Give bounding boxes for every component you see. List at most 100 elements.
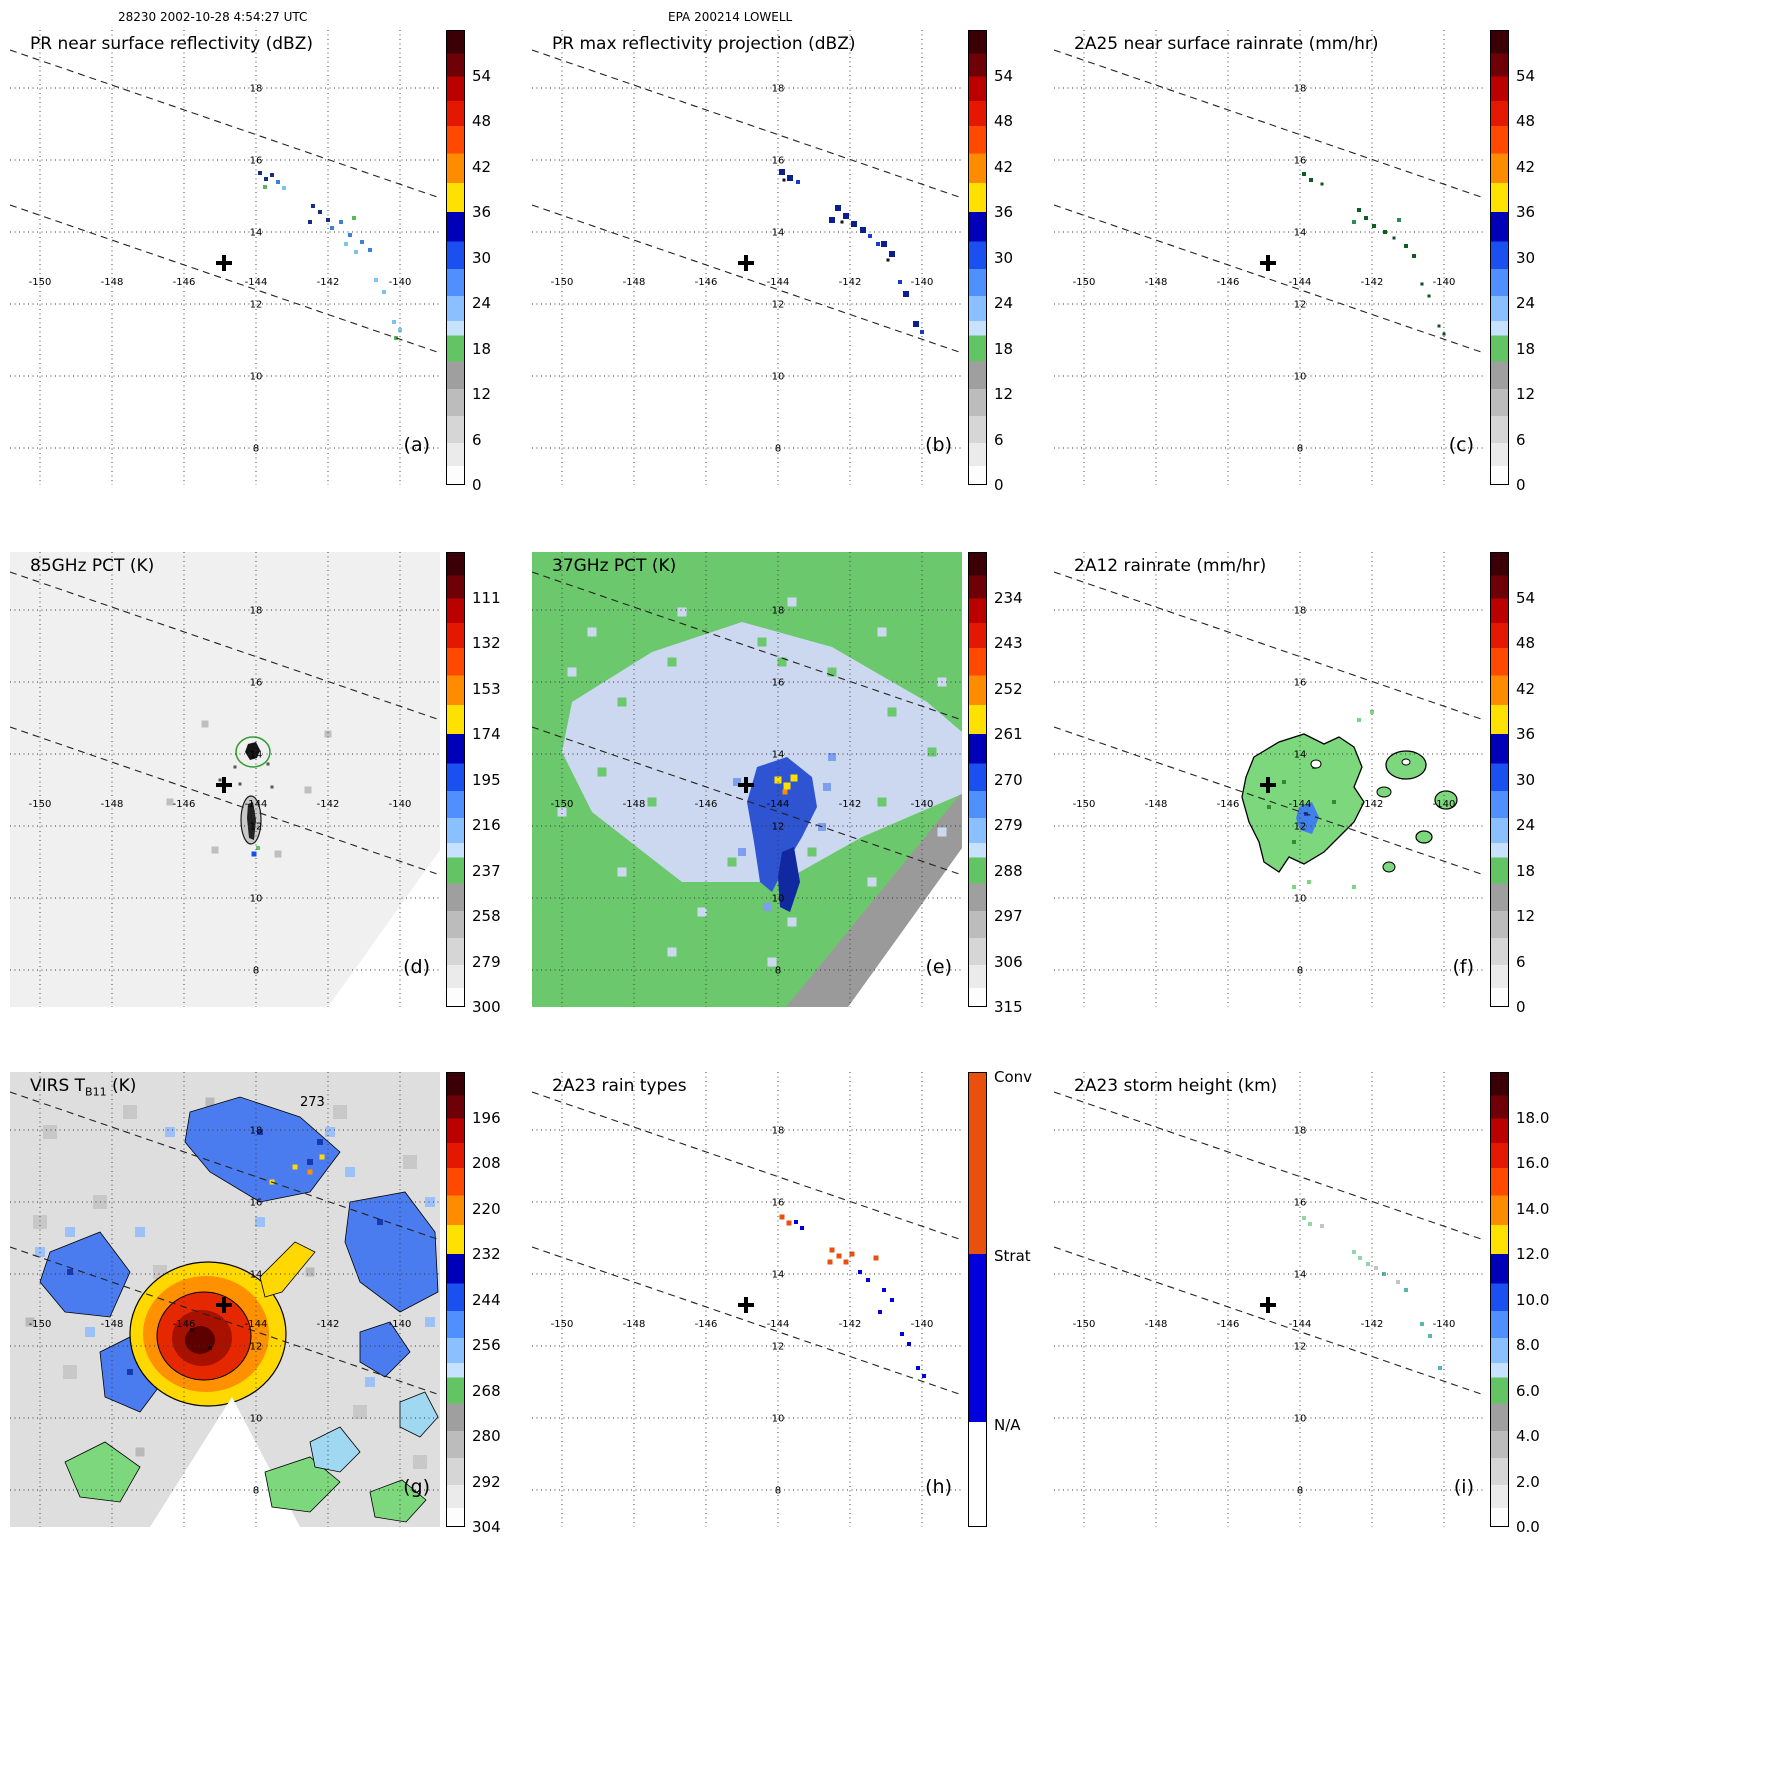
colorbar-tick-labels: 54 48 42 36 30 24 18 12 6 0 xyxy=(472,30,544,500)
svg-text:18: 18 xyxy=(772,84,785,95)
map-canvas: -150 -148 -146 -144 -142 -140 18 16 14 12 10 8 xyxy=(532,1072,962,1527)
svg-text:-142: -142 xyxy=(317,799,340,810)
colorbar-tick: 280 xyxy=(472,1427,501,1445)
colorbar-tick: 153 xyxy=(472,679,501,698)
colorbar-tick: 24 xyxy=(472,294,492,312)
svg-text:16: 16 xyxy=(1294,678,1307,689)
svg-text:16: 16 xyxy=(1294,1198,1307,1209)
colorbar-tick: 297 xyxy=(994,907,1023,925)
colorbar-tick: 0.0 xyxy=(1516,1518,1540,1536)
panel-a: -150 -148 -146 -144 -142 -140 18 16 14 12 10 8 PR n… xyxy=(10,30,545,508)
colorbar-tick: 252 xyxy=(994,679,1023,698)
colorbar-tick: 36 xyxy=(1516,203,1536,221)
colorbar-tick: 42 xyxy=(1516,157,1536,176)
panel-e: -150 -148 -146 -144 -142 -140 18 16 14 12 10 8 37GH… xyxy=(532,552,1067,1030)
svg-text:-146: -146 xyxy=(173,1319,196,1330)
storm-center-marker xyxy=(738,777,754,793)
panel-letter: (c) xyxy=(1448,434,1474,456)
colorbar-tick: 18 xyxy=(472,339,492,358)
colorbar-tick-labels: 18.0 16.0 14.0 12.0 10.0 8.0 6.0 4.0 2.0 0.0 xyxy=(1516,1072,1588,1542)
map-canvas: -150 -148 -146 -144 -142 -140 18 16 14 12 10 8 xyxy=(532,30,962,485)
svg-text:8: 8 xyxy=(253,1486,259,1497)
colorbar-tick: N/A xyxy=(994,1415,1021,1434)
map-area: -150 -148 -146 -144 -142 -140 18 16 14 12 10 8 2A23… xyxy=(1054,1072,1484,1527)
svg-text:-148: -148 xyxy=(101,277,124,288)
map-features xyxy=(258,171,402,340)
panel-title: 2A25 near surface rainrate (mm/hr) xyxy=(1074,34,1379,54)
map-features xyxy=(733,753,836,912)
svg-text:-148: -148 xyxy=(623,799,646,810)
colorbar-tick: 232 xyxy=(472,1245,501,1263)
svg-text:-142: -142 xyxy=(1361,1319,1384,1330)
svg-text:16: 16 xyxy=(772,156,785,167)
storm-center-marker xyxy=(738,255,754,271)
colorbar-tick: 220 xyxy=(472,1199,501,1218)
colorbar-tick: 111 xyxy=(472,588,501,607)
panel-letter: (g) xyxy=(403,1476,430,1498)
colorbar-tick: 174 xyxy=(472,725,501,743)
svg-text:-144: -144 xyxy=(245,277,268,288)
panel-letter: (d) xyxy=(403,956,430,978)
map-features xyxy=(1302,1216,1442,1370)
colorbar-tick: 234 xyxy=(994,588,1023,607)
colorbar-tick-labels: 196 208 220 232 244 256 268 280 292 304 xyxy=(472,1072,544,1542)
panel-letter: (e) xyxy=(925,956,952,978)
colorbar-tick: 208 xyxy=(472,1154,501,1172)
colorbar-tick: 268 xyxy=(472,1381,501,1400)
svg-text:18: 18 xyxy=(250,606,263,617)
colorbar-tick: 18 xyxy=(1516,861,1536,880)
svg-text:-140: -140 xyxy=(911,799,934,810)
svg-text:-144: -144 xyxy=(1289,1319,1312,1330)
svg-text:-142: -142 xyxy=(839,799,862,810)
panel-title: PR near surface reflectivity (dBZ) xyxy=(30,34,313,54)
svg-text:18: 18 xyxy=(1294,606,1307,617)
panel-title: 2A12 rainrate (mm/hr) xyxy=(1074,556,1267,576)
colorbar-tick: 261 xyxy=(994,725,1023,743)
svg-text:-140: -140 xyxy=(389,799,412,810)
svg-text:14: 14 xyxy=(250,228,263,239)
svg-text:14: 14 xyxy=(772,1270,785,1281)
svg-text:-146: -146 xyxy=(695,277,718,288)
svg-text:-150: -150 xyxy=(1073,277,1096,288)
colorbar-tick: 2.0 xyxy=(1516,1472,1540,1491)
svg-text:8: 8 xyxy=(1297,444,1303,455)
panel-title: PR max reflectivity projection (dBZ) xyxy=(552,34,856,54)
colorbar-tick: 6 xyxy=(1516,952,1526,971)
svg-text:-140: -140 xyxy=(1433,1319,1456,1330)
map-area: -150 -148 -146 -144 -142 -140 18 16 14 12 10 8 2A25… xyxy=(1054,30,1484,485)
colorbar-tick: 48 xyxy=(1516,634,1536,652)
colorbar xyxy=(446,30,465,485)
colorbar-tick: 42 xyxy=(1516,679,1536,698)
colorbar-tick: 243 xyxy=(994,634,1023,652)
colorbar-tick: 30 xyxy=(994,248,1014,267)
svg-text:12: 12 xyxy=(1294,300,1307,311)
storm-center-marker xyxy=(1260,777,1276,793)
svg-text:8: 8 xyxy=(775,1486,781,1497)
panel-title: 85GHz PCT (K) xyxy=(30,556,155,576)
svg-text:-140: -140 xyxy=(389,1319,412,1330)
storm-center-marker xyxy=(1260,1297,1276,1313)
svg-text:-140: -140 xyxy=(911,277,934,288)
svg-text:12: 12 xyxy=(1294,1342,1307,1353)
svg-text:14: 14 xyxy=(772,228,785,239)
svg-text:-148: -148 xyxy=(101,1319,124,1330)
colorbar-tick: 36 xyxy=(994,203,1014,221)
colorbar-tick: 244 xyxy=(472,1290,501,1309)
svg-text:-144: -144 xyxy=(767,277,790,288)
svg-text:-150: -150 xyxy=(551,1319,574,1330)
colorbar xyxy=(1490,1072,1509,1527)
colorbar-tick-labels: 54 48 42 36 30 24 18 12 6 0 xyxy=(1516,552,1588,1022)
map-canvas: -150 -148 -146 -144 -142 -140 18 16 14 12 10 8 xyxy=(532,552,962,1007)
svg-text:12: 12 xyxy=(772,822,785,833)
swath-edge-lines xyxy=(10,49,440,354)
graticule-labels: -150 -148 -146 -144 -142 -140 18 16 14 12 10 8 xyxy=(551,84,934,455)
map-area: -150 -148 -146 -144 -142 -140 18 16 14 12 10 8 PR m… xyxy=(532,30,962,485)
svg-text:16: 16 xyxy=(1294,156,1307,167)
colorbar-tick: 36 xyxy=(472,203,492,221)
colorbar-tick: 14.0 xyxy=(1516,1199,1550,1218)
svg-text:-144: -144 xyxy=(1289,799,1312,810)
colorbar-tick: 0 xyxy=(472,476,482,494)
graticule-labels: -150 -148 -146 -144 -142 -140 18 16 14 12 10 8 xyxy=(29,84,412,455)
colorbar-tick: 196 xyxy=(472,1108,501,1127)
